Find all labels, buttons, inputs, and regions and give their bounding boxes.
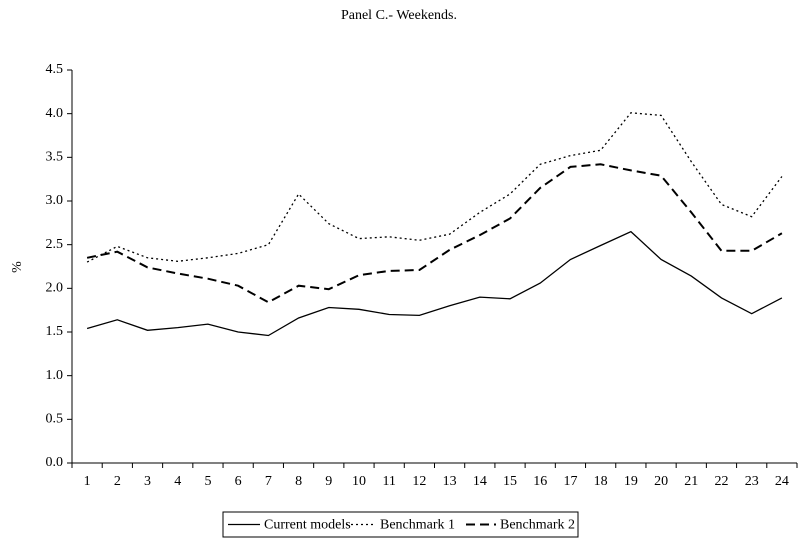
x-tick-label: 7 [265,474,272,489]
x-tick-label: 4 [174,474,181,489]
legend-label: Benchmark 1 [380,518,455,533]
y-axis-label: % [10,261,25,273]
y-tick-label: 1.0 [46,368,64,383]
y-tick-label: 4.0 [46,106,64,121]
x-tick-label: 20 [654,474,668,489]
y-tick-label: 1.5 [46,324,64,339]
x-tick-label: 24 [775,474,789,489]
legend-label: Benchmark 2 [500,518,575,533]
x-tick-label: 19 [624,474,638,489]
x-tick-label: 17 [563,474,577,489]
x-tick-label: 15 [503,474,517,489]
x-tick-label: 5 [204,474,211,489]
x-tick-label: 8 [295,474,302,489]
x-tick-label: 22 [714,474,728,489]
y-tick-label: 0.5 [46,412,64,427]
x-tick-label: 23 [745,474,759,489]
x-tick-label: 16 [533,474,547,489]
x-tick-label: 9 [325,474,332,489]
series-line [86,112,783,263]
x-tick-label: 1 [84,474,91,489]
x-tick-label: 18 [594,474,608,489]
x-tick-label: 21 [684,474,698,489]
x-tick-label: 6 [235,474,242,489]
y-tick-label: 0.0 [46,455,64,470]
legend-box [222,511,579,538]
series-line [86,230,783,337]
y-tick-label: 3.0 [46,193,64,208]
y-tick-label: 2.5 [46,237,64,252]
x-tick-label: 13 [443,474,457,489]
y-tick-label: 4.5 [46,62,64,77]
x-tick-label: 3 [144,474,151,489]
y-tick-label: 2.0 [46,281,64,296]
x-tick-label: 10 [352,474,366,489]
y-tick-label: 3.5 [46,150,64,165]
legend-label: Current models [264,518,351,533]
x-tick-label: 14 [473,474,487,489]
chart-title: Panel C.- Weekends. [341,8,457,23]
series-line [86,163,783,304]
x-tick-label: 12 [412,474,426,489]
x-tick-label: 11 [382,474,395,489]
x-tick-label: 2 [114,474,121,489]
